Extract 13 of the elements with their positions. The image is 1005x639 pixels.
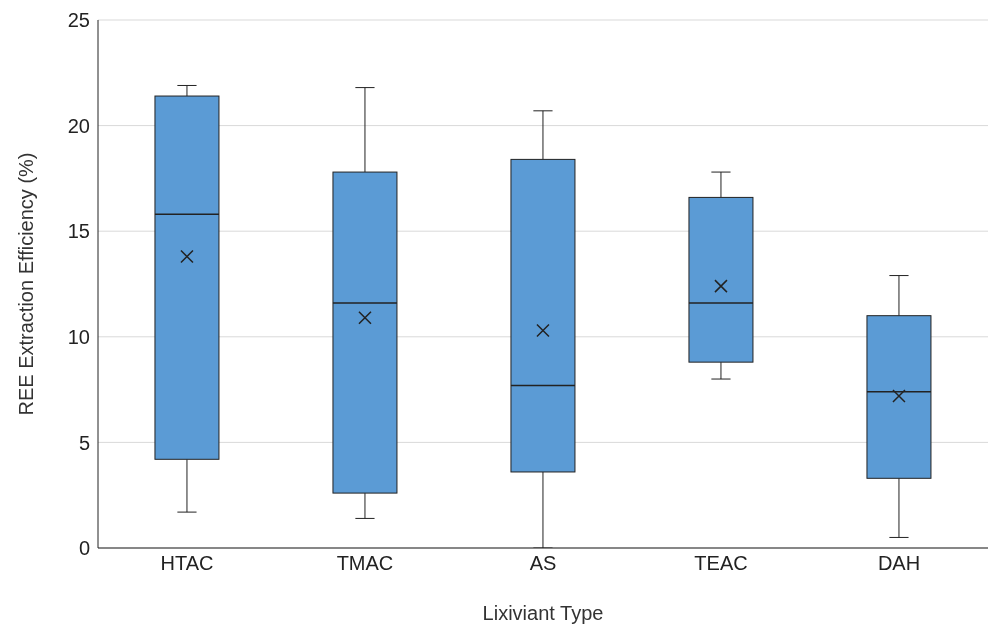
x-tick-label: AS	[529, 552, 557, 575]
y-tick-label: 10	[67, 325, 90, 348]
x-tick-label: HTAC	[160, 552, 214, 575]
x-tick-label: TMAC	[336, 552, 394, 575]
y-tick-label: 5	[78, 431, 90, 454]
y-tick-label: 25	[67, 9, 90, 32]
y-tick-label: 0	[78, 537, 90, 560]
x-tick-label: TEAC	[694, 552, 748, 575]
y-tick-label: 15	[67, 220, 90, 243]
y-axis-title: REE Extraction Efficiency (%)	[15, 152, 38, 416]
x-axis-title: Lixiviant Type	[482, 602, 604, 624]
x-tick-label: DAH	[877, 552, 921, 575]
y-tick-label: 20	[67, 114, 90, 137]
